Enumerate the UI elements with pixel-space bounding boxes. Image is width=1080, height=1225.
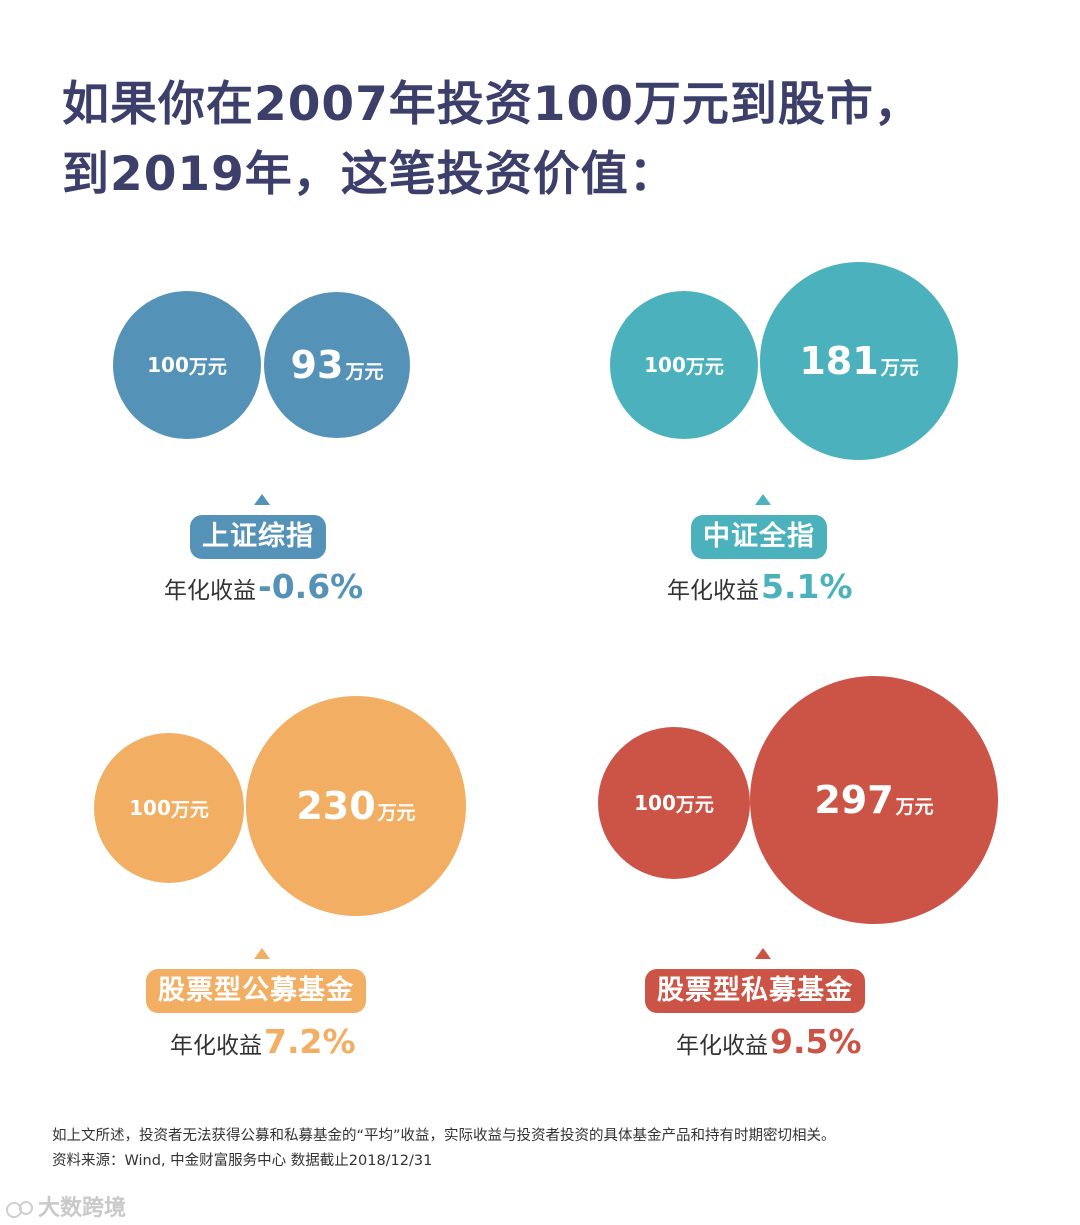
category-badge: 股票型私募基金 (645, 969, 865, 1013)
end-value-label: 181 (799, 339, 879, 383)
return-value: -0.6% (258, 567, 364, 606)
start-unit-label: 万元 (188, 355, 227, 378)
pointer-triangle (254, 494, 270, 505)
return-label: 年化收益 (676, 1033, 768, 1059)
pointer-triangle (755, 948, 771, 959)
category-badge: 股票型公募基金 (146, 969, 366, 1013)
start-circle: 100 万元 (598, 727, 750, 879)
footnote-source: 资料来源：Wind, 中金财富服务中心 数据截止2018/12/31 (52, 1153, 433, 1169)
watermark: 大数跨境 (6, 1190, 126, 1222)
end-value-label: 230 (296, 784, 376, 828)
return-value: 5.1% (761, 567, 853, 606)
footnote-disclaimer: 如上文所述，投资者无法获得公募和私募基金的“平均”收益，实际收益与投资者投资的具… (52, 1128, 836, 1144)
annual-return: 年化收益-0.6% (164, 567, 363, 611)
end-circle: 297 万元 (750, 676, 998, 924)
end-unit-label: 万元 (895, 795, 934, 818)
start-value-label: 100 (129, 796, 171, 820)
title-line-1: 如果你在2007年投资100万元到股市， (62, 77, 922, 132)
start-value-label: 100 (147, 353, 189, 377)
start-unit-label: 万元 (685, 355, 724, 378)
footnote: 如上文所述，投资者无法获得公募和私募基金的“平均”收益，实际收益与投资者投资的具… (52, 1124, 836, 1174)
start-value-label: 100 (634, 791, 676, 815)
end-unit-label: 万元 (345, 360, 384, 383)
category-badge: 上证综指 (190, 515, 326, 559)
annual-return: 年化收益5.1% (667, 567, 853, 611)
watermark-text: 大数跨境 (38, 1196, 127, 1221)
start-circle: 100 万元 (94, 733, 244, 883)
title-line-2: 到2019年，这笔投资价值： (62, 147, 677, 202)
watermark-logo-icon (6, 1201, 33, 1218)
start-circle: 100 万元 (113, 291, 261, 439)
pointer-triangle (254, 948, 270, 959)
return-value: 7.2% (264, 1022, 356, 1061)
page-title: 如果你在2007年投资100万元到股市， 到2019年，这笔投资价值： (62, 70, 922, 210)
end-value-label: 297 (814, 778, 894, 822)
pointer-triangle (755, 494, 771, 505)
start-unit-label: 万元 (675, 793, 714, 816)
end-value-label: 93 (290, 343, 344, 387)
annual-return: 年化收益7.2% (170, 1022, 356, 1066)
start-unit-label: 万元 (170, 798, 209, 821)
end-circle: 181 万元 (760, 262, 958, 460)
return-label: 年化收益 (667, 578, 759, 604)
category-badge: 中证全指 (691, 515, 827, 559)
start-circle: 100 万元 (610, 291, 758, 439)
end-unit-label: 万元 (377, 801, 416, 824)
annual-return: 年化收益9.5% (676, 1022, 862, 1066)
return-label: 年化收益 (170, 1033, 262, 1059)
end-unit-label: 万元 (880, 356, 919, 379)
return-value: 9.5% (770, 1022, 862, 1061)
start-value-label: 100 (644, 353, 686, 377)
end-circle: 230 万元 (246, 696, 466, 916)
end-circle: 93 万元 (264, 292, 410, 438)
return-label: 年化收益 (164, 578, 256, 604)
